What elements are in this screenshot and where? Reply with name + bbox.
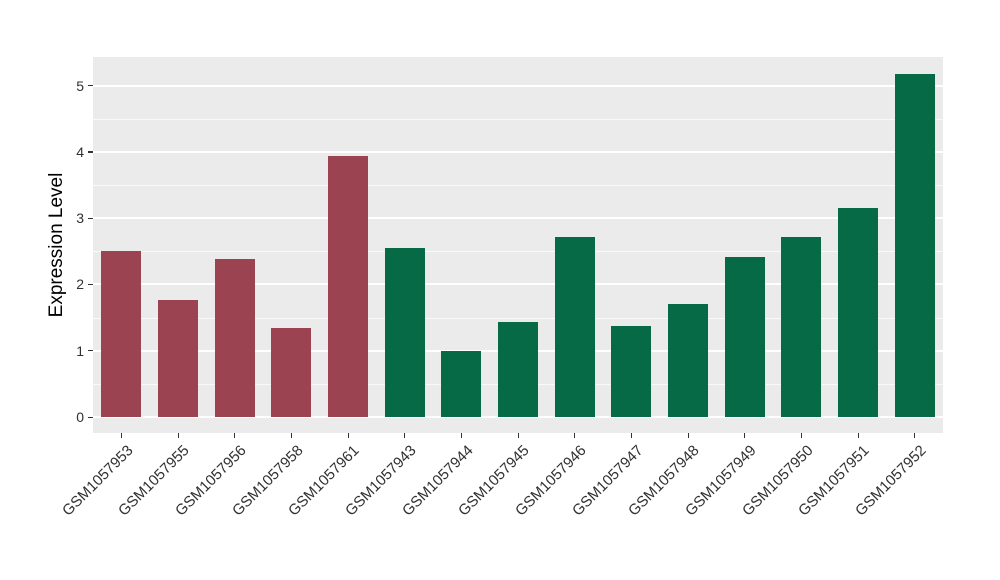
x-tick-mark xyxy=(630,433,633,438)
y-tick-mark xyxy=(88,416,93,418)
bar-GSM1057958 xyxy=(271,328,312,417)
bar-GSM1057943 xyxy=(384,247,425,417)
gridline-minor xyxy=(93,118,943,120)
gridline-major xyxy=(93,150,943,153)
y-tick-mark xyxy=(88,151,93,153)
y-tick-label: 4 xyxy=(76,143,84,160)
x-tick-mark xyxy=(234,433,236,438)
x-tick-mark xyxy=(347,433,349,438)
y-tick-label: 0 xyxy=(76,409,84,425)
y-tick-mark xyxy=(88,350,93,352)
x-tick-mark xyxy=(290,433,293,438)
x-tick-mark xyxy=(404,433,406,438)
y-axis-title: Expression Level xyxy=(46,172,67,318)
x-tick-mark xyxy=(120,433,123,438)
bar-GSM1057953 xyxy=(101,251,142,417)
x-tick-mark xyxy=(460,433,463,438)
bar-GSM1057955 xyxy=(158,300,198,417)
bar-GSM1057948 xyxy=(668,303,708,417)
gridline-major xyxy=(93,217,943,220)
y-tick-mark xyxy=(88,283,93,286)
bar-GSM1057961 xyxy=(328,155,368,417)
gridline-major xyxy=(93,416,943,418)
y-tick-label: 2 xyxy=(76,276,84,293)
bar-GSM1057944 xyxy=(441,350,482,417)
x-tick-mark xyxy=(744,433,746,438)
bar-GSM1057951 xyxy=(838,208,878,417)
bar-GSM1057946 xyxy=(554,237,595,417)
x-tick-mark xyxy=(177,433,179,438)
y-tick-label: 1 xyxy=(76,342,84,359)
x-tick-mark xyxy=(800,433,803,438)
y-tick-mark xyxy=(88,217,93,219)
x-tick-mark xyxy=(857,433,859,438)
gridline-major xyxy=(93,283,943,286)
bar-GSM1057956 xyxy=(214,259,255,417)
gridline-minor xyxy=(93,317,943,319)
bar-GSM1057947 xyxy=(611,326,652,417)
x-tick-mark xyxy=(574,433,576,438)
bar-GSM1057952 xyxy=(894,73,935,417)
bar-GSM1057949 xyxy=(724,257,765,417)
y-tick-label: 3 xyxy=(76,210,84,227)
x-tick-mark xyxy=(914,433,916,438)
bar-GSM1057945 xyxy=(498,322,538,417)
bar-GSM1057950 xyxy=(781,237,822,417)
gridline-major xyxy=(93,84,943,87)
x-tick-mark xyxy=(687,433,689,438)
gridline-minor xyxy=(93,184,943,186)
y-tick-label: 5 xyxy=(76,77,84,94)
x-tick-mark xyxy=(517,433,519,438)
plot-panel xyxy=(93,57,943,433)
gridline-minor xyxy=(93,251,943,253)
y-tick-mark xyxy=(88,85,93,87)
